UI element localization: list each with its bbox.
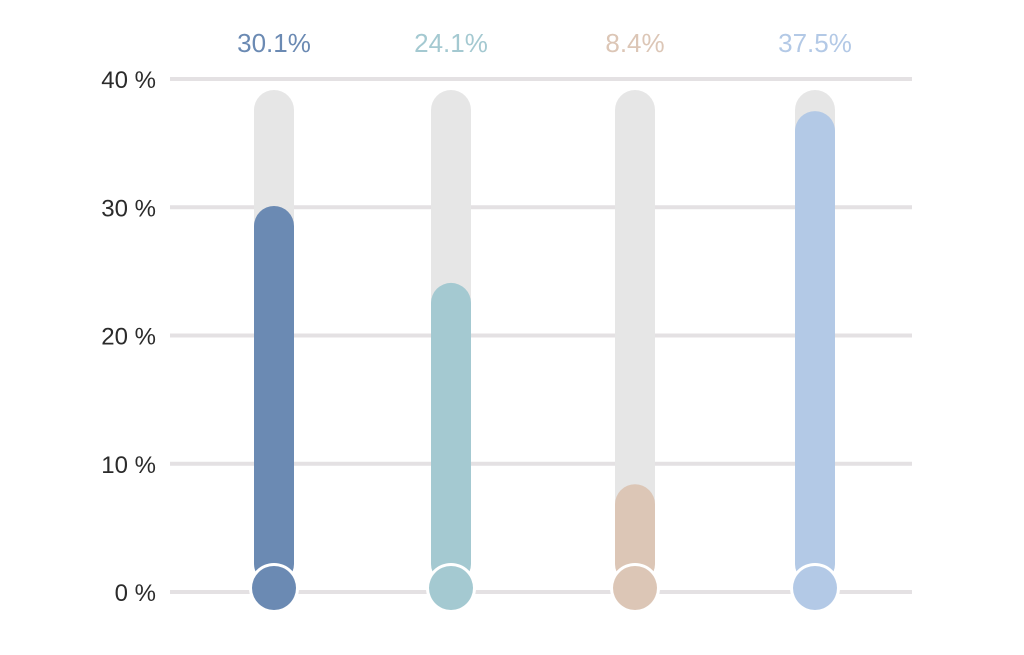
bar-fill <box>615 484 655 584</box>
bar-bulb <box>429 566 473 610</box>
bar-bulb <box>252 566 296 610</box>
thermometer-bar <box>610 90 660 613</box>
bar-fill <box>431 282 471 584</box>
bar-fill <box>254 205 294 584</box>
bar-value-label: 8.4% <box>605 28 664 58</box>
y-tick-label: 10 % <box>101 452 156 479</box>
y-tick-label: 40 % <box>101 67 156 94</box>
y-tick-label: 30 % <box>101 195 156 222</box>
bar-value-label: 37.5% <box>778 28 852 58</box>
bar-bulb <box>793 566 837 610</box>
bar-bulb <box>613 566 657 610</box>
y-tick-label: 0 % <box>115 580 156 607</box>
y-tick-label: 20 % <box>101 324 156 351</box>
bar-fill <box>795 111 835 584</box>
bar-track <box>615 90 655 582</box>
value-labels: 30.1% 24.1% 8.4% 37.5% <box>237 28 852 58</box>
bars <box>249 90 840 613</box>
bar-value-label: 30.1% <box>237 28 311 58</box>
thermometer-bar <box>249 90 299 613</box>
bar-value-label: 24.1% <box>414 28 488 58</box>
thermometer-bar <box>790 90 840 613</box>
y-axis-tick-labels: 0 % 10 % 20 % 30 % 40 % <box>101 67 156 607</box>
thermometer-bar <box>426 90 476 613</box>
